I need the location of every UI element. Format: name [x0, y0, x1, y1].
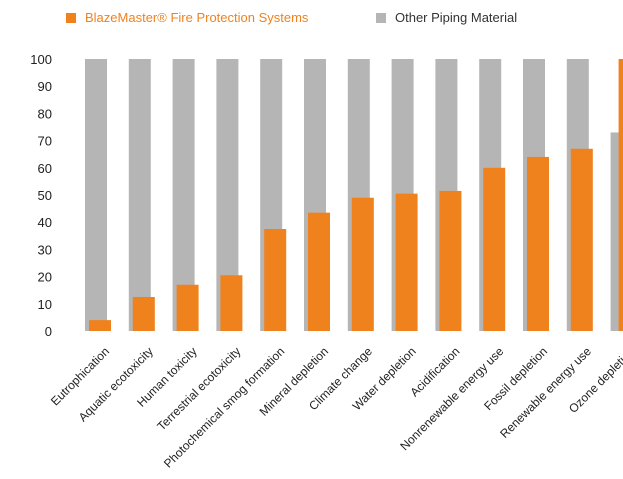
legend-swatch-other-piping	[376, 12, 386, 23]
bar-blazemaster	[483, 167, 506, 331]
bar-blazemaster	[570, 148, 593, 331]
y-tick-label: 100	[30, 52, 52, 67]
bar-blazemaster	[264, 229, 287, 331]
bar-blazemaster	[527, 156, 549, 331]
legend-item-blazemaster: BlazeMaster® Fire Protection Systems	[66, 10, 308, 25]
bar-blazemaster	[176, 284, 199, 331]
bar-blazemaster	[220, 275, 243, 331]
y-tick-label: 50	[38, 188, 52, 203]
legend-swatch-blazemaster	[66, 12, 76, 23]
y-tick-label: 60	[38, 161, 52, 176]
y-tick-label: 70	[38, 134, 52, 149]
bar-other-piping	[216, 59, 239, 331]
y-tick-label: 80	[38, 106, 52, 121]
x-category-label: Aquatic ecotoxicity	[76, 344, 156, 424]
y-tick-label: 20	[38, 270, 52, 285]
y-tick-label: 0	[45, 324, 52, 339]
bar-blazemaster	[132, 297, 155, 331]
chart-legend: BlazeMaster® Fire Protection Systems Oth…	[0, 10, 623, 34]
legend-label-blazemaster: BlazeMaster® Fire Protection Systems	[85, 10, 309, 25]
bar-other-piping	[128, 59, 151, 331]
bar-blazemaster	[395, 193, 418, 331]
y-tick-label: 40	[38, 215, 52, 230]
bar-other-piping	[172, 59, 195, 331]
bar-blazemaster	[618, 59, 623, 331]
legend-item-other-piping: Other Piping Material	[376, 10, 517, 25]
legend-label-other-piping: Other Piping Material	[395, 10, 518, 25]
bar-blazemaster	[89, 320, 111, 331]
bar-blazemaster	[351, 197, 374, 331]
y-tick-label: 10	[38, 297, 52, 312]
y-tick-label: 90	[38, 79, 52, 94]
bar-blazemaster	[308, 212, 330, 331]
bar-blazemaster	[439, 190, 462, 331]
x-category-label: Terrestrial ecotoxicity	[154, 344, 243, 433]
y-tick-label: 30	[38, 242, 52, 257]
bar-other-piping	[85, 59, 107, 331]
